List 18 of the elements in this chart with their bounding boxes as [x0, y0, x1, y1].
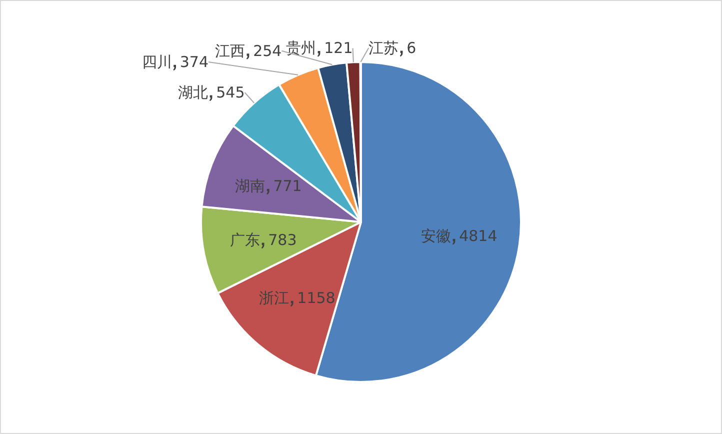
data-label: 6 [406, 39, 416, 57]
slice-label: 江苏 [368, 39, 399, 57]
data-label: 1158 [297, 289, 336, 308]
slice-label: 湖北 [178, 84, 208, 102]
slice-label: 安徽 [421, 227, 452, 246]
data-label: 121 [324, 39, 353, 58]
data-label: 783 [268, 230, 297, 249]
slice-label: 江西 [215, 42, 246, 60]
data-label: 4814 [459, 227, 498, 246]
data-label: 771 [273, 177, 302, 196]
slice-label: 四川 [142, 53, 172, 72]
slice-label: 浙江 [259, 289, 290, 308]
data-label: 254 [253, 42, 282, 60]
data-label: 374 [180, 53, 209, 72]
slice-label: 湖南 [235, 177, 266, 196]
data-label: 545 [216, 84, 245, 102]
slice-label: 贵州 [286, 39, 316, 58]
slice-label: 广东 [230, 230, 260, 249]
